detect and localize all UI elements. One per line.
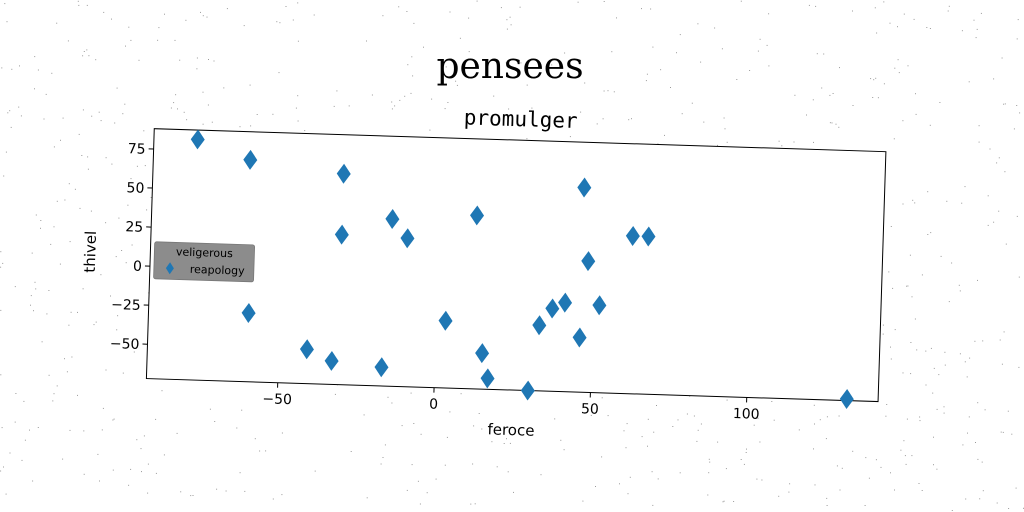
x-tick-label: 0 [429, 396, 438, 412]
data-point [243, 149, 258, 170]
data-point [558, 292, 573, 313]
legend: veligerous reapology [153, 241, 255, 283]
data-point [385, 209, 400, 230]
y-axis-label: thivel [81, 231, 100, 273]
series-reapology [190, 129, 854, 410]
data-point [324, 350, 339, 371]
x-tick-label: 50 [581, 401, 599, 418]
data-point [438, 310, 453, 331]
data-point [334, 224, 349, 245]
legend-marker-diamond [165, 262, 174, 275]
data-point [475, 343, 490, 364]
data-point [520, 380, 535, 401]
data-point [545, 298, 560, 319]
y-tick-label: 0 [133, 259, 142, 275]
data-point [592, 295, 607, 316]
data-point [581, 251, 596, 272]
legend-label-reapology: reapology [190, 263, 246, 278]
data-point [190, 129, 205, 150]
figure-title: pensees [436, 46, 583, 87]
data-point [470, 205, 485, 226]
x-tick-label: 100 [733, 406, 760, 423]
data-point [374, 357, 389, 378]
y-tick-label: 75 [128, 141, 146, 158]
legend-box [153, 241, 255, 283]
data-point [641, 226, 656, 247]
x-tick-label: −50 [262, 391, 292, 408]
data-point [400, 228, 415, 249]
plot-area [145, 128, 887, 403]
data-point [625, 225, 640, 246]
x-axis-label: feroce [487, 420, 535, 439]
y-tick-label: 25 [125, 219, 143, 236]
legend-title: veligerous [176, 245, 234, 260]
axes: promulger −50 0 50 100 −50 −25 0 25 50 75 feroce… [81, 105, 887, 440]
y-tick-label: −50 [110, 336, 140, 353]
data-point [336, 163, 351, 184]
data-point [299, 339, 314, 360]
data-point [480, 368, 495, 389]
data-point [839, 389, 854, 410]
chart-title: promulger [463, 105, 577, 133]
data-point [572, 327, 587, 348]
y-axis: −50 −25 0 25 50 75 [110, 141, 154, 353]
data-point [241, 303, 256, 323]
y-tick-label: 50 [126, 180, 144, 197]
data-point [532, 315, 547, 336]
x-axis: −50 0 50 100 [262, 382, 760, 423]
data-point [577, 177, 592, 198]
y-tick-label: −25 [111, 297, 141, 314]
